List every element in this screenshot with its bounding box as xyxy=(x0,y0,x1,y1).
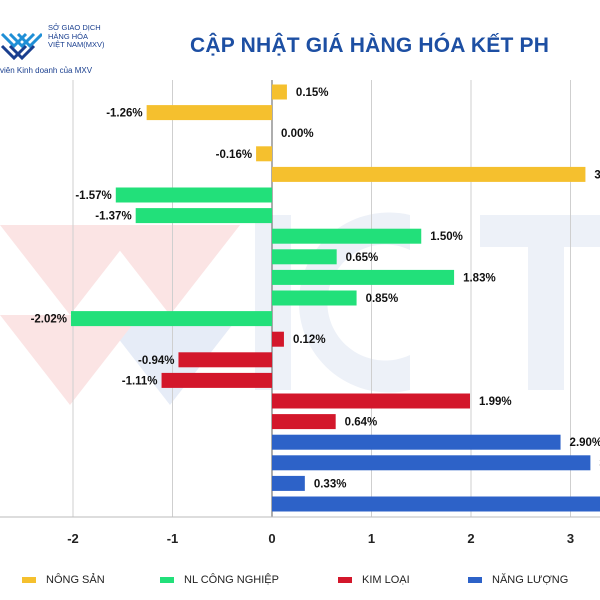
logo-name: SỞ GIAO DỊCH HÀNG HÓA VIỆT NAM(MXV) xyxy=(48,23,105,50)
bar xyxy=(272,228,422,244)
bar xyxy=(272,290,357,306)
data-label: 0.85% xyxy=(366,293,399,305)
legend-item-nong-san: NÔNG SẢN xyxy=(22,574,105,586)
logo-line: VIỆT NAM(MXV) xyxy=(48,40,105,49)
data-label: 1.50% xyxy=(430,231,463,243)
data-label: 0.12% xyxy=(293,334,326,346)
data-label: -1.37% xyxy=(95,211,131,223)
watermark-shape xyxy=(100,225,240,315)
watermark-shape xyxy=(0,315,140,405)
bar xyxy=(272,166,586,182)
watermark-shape xyxy=(528,215,564,390)
data-label: 0.00% xyxy=(281,128,314,140)
page-title: CẬP NHẬT GIÁ HÀNG HÓA KẾT PH xyxy=(190,34,550,57)
bar xyxy=(272,249,337,265)
x-tick-label: 0 xyxy=(268,531,275,546)
data-label: -1.26% xyxy=(106,108,142,120)
data-label: 2.90% xyxy=(570,437,600,449)
bar xyxy=(272,393,471,409)
legend-label: NÔNG SẢN xyxy=(46,574,105,586)
bar xyxy=(135,208,272,224)
logo-line: SỞ GIAO DỊCH xyxy=(48,23,101,32)
legend-label: NL CÔNG NGHIỆP xyxy=(184,574,279,586)
bar xyxy=(272,269,455,285)
legend-swatch xyxy=(22,577,36,584)
data-label: -2.02% xyxy=(31,314,67,326)
bar xyxy=(146,105,272,121)
bar xyxy=(178,352,272,368)
header: SỞ GIAO DỊCH HÀNG HÓA VIỆT NAM(MXV) viên… xyxy=(0,0,600,80)
bar xyxy=(161,372,272,388)
bar xyxy=(115,187,272,203)
watermark-shape xyxy=(0,225,140,315)
bar xyxy=(272,455,591,471)
legend-item-nang-luong: NĂNG LƯỢNG xyxy=(468,574,568,586)
data-label: 0.64% xyxy=(345,417,378,429)
x-tick-label: -2 xyxy=(67,531,79,546)
x-tick-label: 2 xyxy=(467,531,474,546)
bar xyxy=(71,311,272,327)
data-label: 3 xyxy=(594,169,600,181)
data-label: 0.33% xyxy=(314,478,347,490)
legend-swatch xyxy=(160,577,174,584)
chart-legend: NÔNG SẢN NL CÔNG NGHIỆP KIM LOẠI NĂNG LƯ… xyxy=(0,568,600,596)
logo-subtitle: viên Kinh doanh của MXV xyxy=(0,66,93,75)
legend-label: NĂNG LƯỢNG xyxy=(492,574,569,586)
bar xyxy=(256,146,272,162)
data-label: -1.57% xyxy=(75,190,111,202)
data-label: 0.65% xyxy=(346,252,379,264)
data-label: 0.15% xyxy=(296,87,329,99)
data-label: -0.16% xyxy=(216,149,252,161)
bar xyxy=(272,434,561,450)
bar xyxy=(272,331,284,347)
bar xyxy=(272,496,600,512)
x-tick-label: 1 xyxy=(368,531,375,546)
legend-label: KIM LOẠI xyxy=(362,574,410,586)
legend-swatch xyxy=(468,577,482,584)
bar xyxy=(272,475,305,491)
legend-item-nl-cong-nghiep: NL CÔNG NGHIỆP xyxy=(160,574,279,586)
bar xyxy=(272,84,287,100)
data-label: -0.94% xyxy=(138,355,174,367)
x-tick-label: -1 xyxy=(167,531,179,546)
x-tick-label: 3 xyxy=(567,531,574,546)
data-label: 1.99% xyxy=(479,396,512,408)
logo-line: HÀNG HÓA xyxy=(48,31,89,41)
legend-swatch xyxy=(338,577,352,584)
data-label: 1.83% xyxy=(463,272,496,284)
legend-item-kim-loai: KIM LOẠI xyxy=(338,574,410,586)
watermark-shape xyxy=(100,315,240,405)
mxv-logo-icon xyxy=(0,32,42,61)
bar xyxy=(272,414,336,430)
data-label: -1.11% xyxy=(122,375,158,387)
